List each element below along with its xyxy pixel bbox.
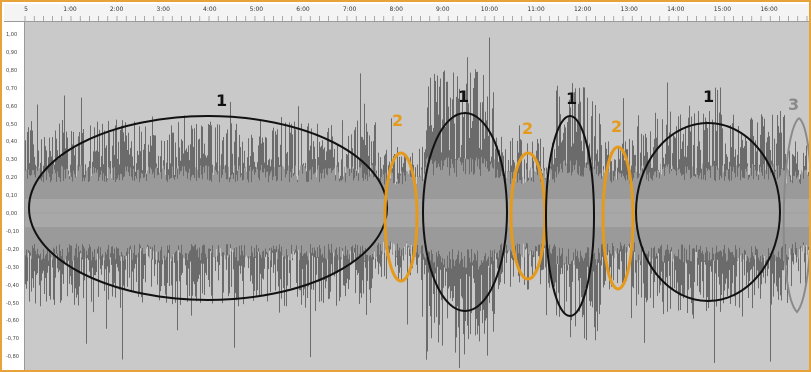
ruler-time-label: 14:00 xyxy=(667,6,685,13)
waveform-canvas[interactable]: 1 2 1 2 1 2 1 3 xyxy=(25,22,809,370)
ruler-ticks xyxy=(24,16,808,21)
ruler-time-label: 6:00 xyxy=(296,6,310,13)
amplitude-label: 1,00 xyxy=(6,32,18,38)
amplitude-label: -0,30 xyxy=(6,264,19,271)
annotation-ellipse-6 xyxy=(601,145,635,291)
ruler-time-label: 16:00 xyxy=(760,6,778,13)
amplitude-label: 0,20 xyxy=(6,175,18,182)
annotation-label: 1 xyxy=(566,89,577,108)
ruler-time-label: 5:00 xyxy=(249,6,264,13)
amplitude-label: 0,70 xyxy=(6,85,18,92)
waveform-track[interactable]: 1 2 1 2 1 2 1 3 xyxy=(25,22,809,370)
amplitude-label: 0,10 xyxy=(6,193,18,200)
ruler-time-label: 8:00 xyxy=(389,6,403,13)
ruler-time-label: 10:00 xyxy=(480,6,499,13)
annotation-label: 1 xyxy=(458,87,469,106)
amplitude-label: 0,00 xyxy=(6,211,18,217)
amplitude-label: 0,90 xyxy=(6,49,18,56)
annotation-label: 2 xyxy=(522,119,533,138)
annotation-label: 2 xyxy=(611,117,622,136)
annotation-label: 3 xyxy=(788,95,799,114)
amplitude-label: -0,10 xyxy=(6,228,19,235)
timeline-ruler[interactable]: 5 1:00 2:00 3:00 4:00 5:00 6:00 7:00 8:00 9:00 10:… xyxy=(4,4,811,22)
ruler-time-label: 4:00 xyxy=(203,6,217,13)
amplitude-label: 0,30 xyxy=(6,157,18,164)
ruler-start-marker: 5 xyxy=(24,6,28,13)
annotation-label: 1 xyxy=(216,91,227,110)
annotation-ellipse-5 xyxy=(545,115,595,317)
amplitude-label: -0,80 xyxy=(6,354,19,361)
ruler-time-label: 3:00 xyxy=(156,6,170,13)
ruler-time-label: 1:00 xyxy=(63,6,77,13)
ruler-time-label: 9:00 xyxy=(436,6,450,13)
amplitude-label: 0,50 xyxy=(6,121,18,128)
annotation-label: 2 xyxy=(392,111,403,130)
amplitude-label: -0,40 xyxy=(6,282,19,289)
ruler-time-label: 7:00 xyxy=(342,6,357,13)
ruler-time-label: 15:00 xyxy=(713,6,732,13)
amplitude-label: -0,70 xyxy=(6,336,19,343)
annotation-ellipse-1 xyxy=(28,115,388,301)
amplitude-scale: 1,00 0,90 0,80 0,70 0,60 0,50 0,40 0,30 0,20 0,10… xyxy=(4,22,25,370)
amplitude-label: -0,60 xyxy=(6,318,19,325)
amplitude-label: 0,60 xyxy=(6,103,18,110)
amplitude-label: 0,40 xyxy=(6,139,18,146)
amplitude-label: -0,20 xyxy=(6,246,19,253)
amplitude-label: 0,80 xyxy=(6,67,18,74)
amplitude-label: -0,50 xyxy=(6,300,19,307)
annotation-ellipse-3 xyxy=(422,112,508,312)
ruler-time-label: 13:00 xyxy=(620,6,638,13)
annotation-ellipse-7 xyxy=(635,122,781,302)
ruler-time-label: 12:00 xyxy=(573,6,592,13)
annotation-label: 1 xyxy=(703,87,714,106)
ruler-time-label: 2:00 xyxy=(109,6,124,13)
annotation-ellipse-2 xyxy=(383,151,419,283)
ruler-time-label: 11:00 xyxy=(527,6,545,13)
annotation-ellipse-8 xyxy=(782,117,809,314)
